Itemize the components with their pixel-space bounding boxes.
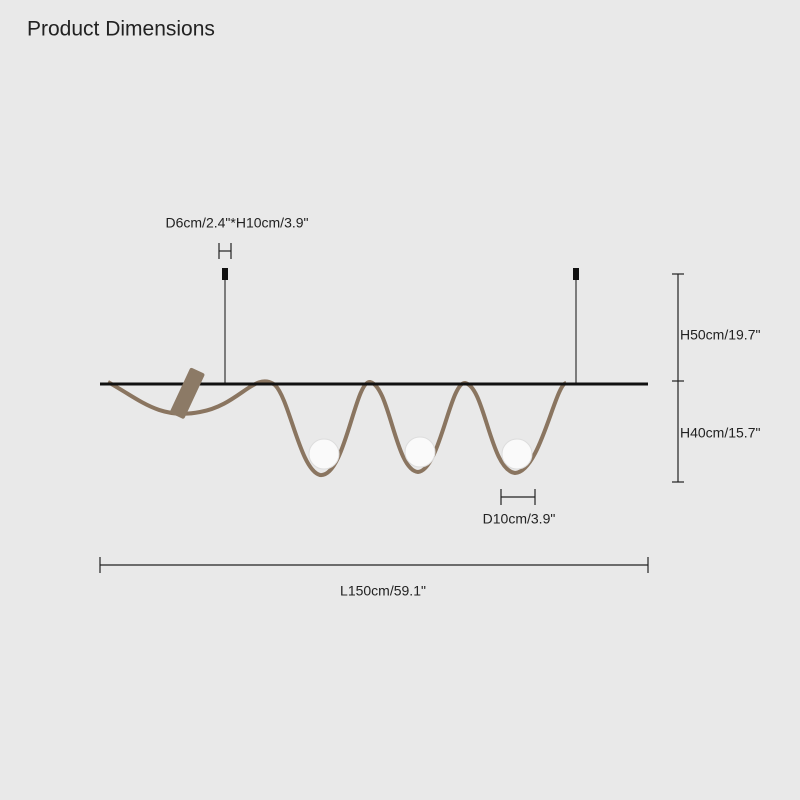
globe-dim xyxy=(500,489,536,505)
globe xyxy=(404,436,436,468)
spotlight-dim xyxy=(218,243,232,259)
lower-height-label: H40cm/15.7" xyxy=(680,425,760,441)
globe-label: D10cm/3.9" xyxy=(483,511,556,527)
length-dim xyxy=(99,557,649,573)
globe xyxy=(308,438,340,470)
upper-height-label: H50cm/19.7" xyxy=(680,327,760,343)
spotlight xyxy=(170,367,205,419)
length-label: L150cm/59.1" xyxy=(340,583,426,599)
height-dim xyxy=(672,273,684,483)
globe xyxy=(501,438,533,470)
suspension xyxy=(222,268,579,383)
title: Product Dimensions xyxy=(27,18,215,41)
spotlight-label: D6cm/2.4"*H10cm/3.9" xyxy=(166,215,309,231)
